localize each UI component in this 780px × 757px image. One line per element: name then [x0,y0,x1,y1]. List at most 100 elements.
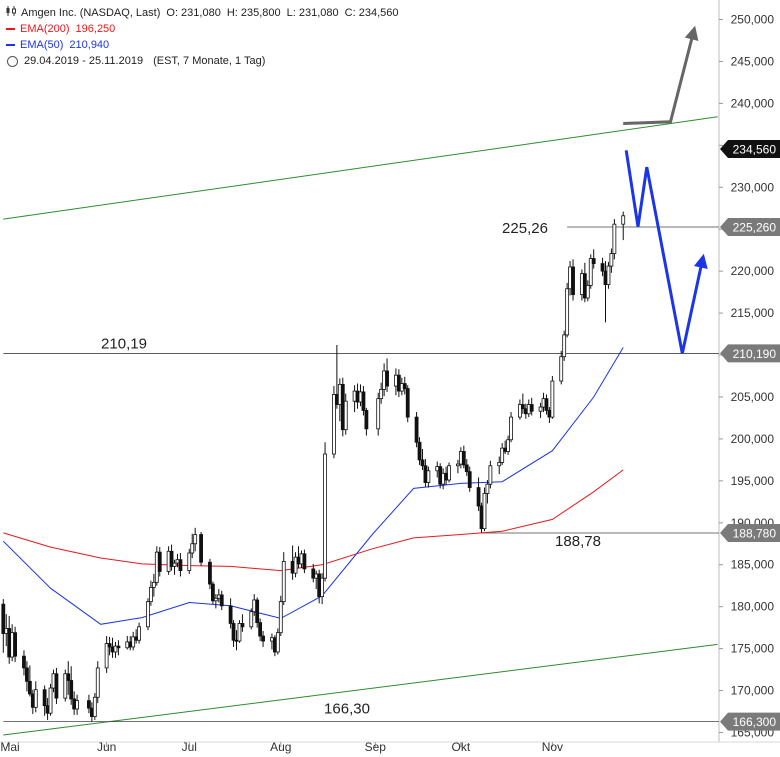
candle-body [438,466,443,485]
trend-channel-upper [3,116,718,220]
level-label: 210,19 [101,335,147,352]
candle [479,502,484,533]
candle-body [482,493,487,530]
candle [550,376,555,419]
legend-ema50-row: EMA(50) 210,940 [6,37,398,53]
candle-body [110,646,115,653]
ema200-swatch [6,28,15,30]
candle-body [547,409,552,418]
candle [609,248,614,273]
candle [89,702,94,722]
candle [234,630,239,651]
candle [190,533,195,559]
candle-body [1,603,6,634]
chart-legend: Amgen Inc. (NASDAQ, Last) O: 231,080 H: … [6,5,398,69]
trend-channel [3,116,718,736]
y-tick-label: 180,000 [731,600,775,614]
candle [113,641,118,658]
candle [1,599,6,653]
candle-body [550,380,555,418]
candle [358,384,363,407]
ema-line-EMA(200) [3,469,624,572]
candle [51,669,56,693]
candle [275,628,280,655]
candle-body [252,599,257,613]
candle [476,477,481,512]
projection-arrowhead [694,253,708,269]
candle-body [520,404,525,410]
candle-body [258,622,263,637]
candle-body [278,601,283,634]
candle [559,350,564,385]
candle-body [579,273,584,296]
candle-body [467,471,472,488]
candle-body [199,534,203,563]
candle-body [582,273,587,299]
candle-body [193,534,198,545]
candle-body [302,553,307,570]
candle-body [423,465,428,483]
y-tick-label: 200,000 [731,432,775,446]
candle-body [231,623,236,641]
candle [13,626,18,663]
candle-body [148,586,153,603]
candle-body [382,370,387,390]
candle [22,650,26,676]
candle-body [612,223,617,254]
candle [355,383,360,409]
price-marker-label: 234,560 [733,143,777,157]
candle-body [63,673,68,699]
candle [461,445,466,469]
ema50-label: EMA(50) [20,39,64,51]
candle [456,459,460,474]
candle [258,618,263,642]
candle [565,282,570,338]
candle-body [75,700,79,710]
candle-body [538,406,543,412]
candle-body [187,552,192,572]
candle [169,544,174,571]
candle-body [402,383,407,389]
candle [364,407,369,436]
candle [405,385,410,423]
candle-body [10,632,15,658]
candle-body [66,673,71,681]
candle-body [588,258,593,286]
candle-body [237,623,242,642]
candle-body [600,263,605,272]
clock-icon [7,55,18,67]
candle-body [290,560,295,574]
candle-body [488,465,493,485]
candle [193,527,198,552]
candle-body [42,689,47,707]
candle [270,633,274,650]
candle [503,440,508,455]
price-marker-badge [720,712,780,731]
candle-body [272,637,277,653]
y-tick-label: 185,000 [731,558,775,572]
candle-body [25,667,29,682]
price-marker-badge [720,218,780,237]
candle-body [249,611,254,628]
candle [240,614,245,632]
candle-body [358,391,363,403]
candle-body [213,597,218,602]
candle [261,631,265,647]
candle-body [585,285,590,299]
level-label: 166,30 [324,701,370,718]
candlestick-chart-icon [6,5,18,21]
candle-body [444,472,449,481]
candle-body [337,383,342,405]
candle-body [166,550,171,572]
candle-body [87,700,91,709]
candle-body [396,374,401,392]
candle-body [476,487,481,507]
candle [506,435,510,455]
candle [376,392,381,436]
candle-body [125,641,130,649]
candle-body [113,645,118,653]
candle [213,594,218,609]
candle-body [352,390,357,402]
candle [231,620,236,647]
